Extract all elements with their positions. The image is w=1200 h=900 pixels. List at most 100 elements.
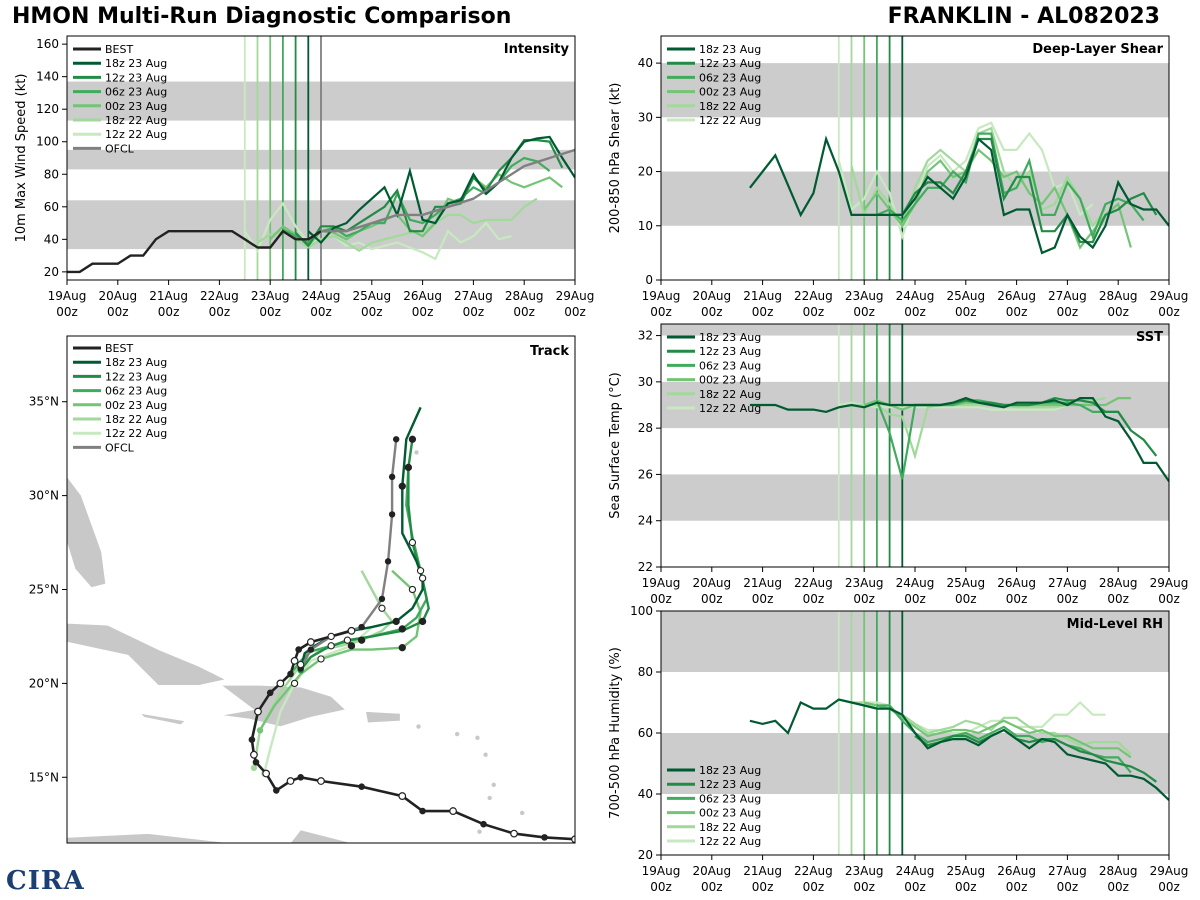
rh-xtick-label-1: 20Aug	[692, 864, 731, 878]
track-series-1-point-3	[343, 636, 352, 644]
rh-xtick-label-8: 27Aug	[1048, 864, 1087, 878]
track-best-point-15	[248, 736, 256, 744]
sst-series	[749, 396, 1169, 483]
shear-xtick-sub-9: 00z	[1107, 305, 1129, 319]
intensity-xtick-sub-9: 00z	[513, 305, 535, 319]
intensity-xtick-sub-3: 00z	[209, 305, 231, 319]
sst-ytick-label-3: 28	[638, 421, 653, 435]
track-best-point-3	[480, 820, 487, 828]
track-legend-label-2: 12z 23 Aug	[105, 370, 167, 383]
track-land-4	[365, 711, 401, 724]
shear-xtick-sub-7: 00z	[1006, 305, 1028, 319]
intensity-ytick-label-1: 40	[44, 232, 59, 246]
intensity-xtick-sub-0: 00z	[56, 305, 78, 319]
track-series-2-point-9	[416, 567, 425, 575]
track-land-2	[139, 712, 186, 726]
sst-xtick-label-7: 26Aug	[997, 576, 1036, 590]
track-ytick-label-4: 35°N	[29, 395, 59, 409]
track-series-2-point-12	[404, 463, 413, 472]
sst-series-0	[749, 396, 1169, 483]
sst-band-2	[661, 324, 1169, 336]
sst-legend-label-1: 12z 23 Aug	[699, 345, 761, 358]
rh-legend-label-0: 18z 23 Aug	[699, 764, 761, 777]
intensity-xtick-label-8: 27Aug	[454, 289, 493, 303]
rh-xtick-sub-0: 00z	[650, 880, 672, 894]
rh-ytick-label-0: 20	[638, 848, 653, 862]
sst-ytick-label-4: 30	[638, 375, 653, 389]
intensity-xtick-label-2: 21Aug	[149, 289, 188, 303]
shear-xtick-label-10: 29Aug	[1150, 289, 1189, 303]
sst-legend-label-3: 00z 23 Aug	[699, 374, 761, 387]
track-series-5-point-6	[347, 642, 356, 650]
shear-xtick-sub-6: 00z	[955, 305, 977, 319]
shear-ytick-label-2: 20	[638, 165, 653, 179]
track-series-4-point-9	[378, 604, 386, 612]
sst-ytick-label-0: 22	[638, 560, 653, 574]
rh-xtick-sub-9: 00z	[1107, 880, 1129, 894]
intensity-legend-label-2: 12z 23 Aug	[105, 71, 167, 84]
rh-xtick-sub-4: 00z	[853, 880, 875, 894]
track-best-point-10	[286, 777, 295, 785]
intensity-xtick-label-4: 23Aug	[251, 289, 290, 303]
shear-legend-label-1: 12z 23 Aug	[699, 57, 761, 70]
track-best-point-8	[317, 777, 325, 785]
sst-xtick-sub-8: 00z	[1057, 592, 1079, 606]
track-best-point-18	[276, 679, 285, 688]
rh-ylabel: 700-500 hPa Humidity (%)	[608, 647, 623, 819]
track-best-point-7	[358, 783, 365, 790]
sst-ylabel: Sea Surface Temp (°C)	[608, 372, 623, 519]
track-series-3-point-6	[398, 644, 406, 652]
rh-legend-label-3: 00z 23 Aug	[699, 807, 761, 820]
track-legend-label-7: OFCL	[105, 441, 135, 454]
intensity-ofcl-line	[321, 148, 575, 233]
track-series-1	[299, 439, 430, 671]
track-best-point-1	[541, 834, 548, 841]
shear-xtick-label-0: 19Aug	[642, 289, 681, 303]
track-legend-label-1: 18z 23 Aug	[105, 356, 167, 369]
track-best-point-6	[398, 792, 407, 800]
sst-xtick-label-3: 22Aug	[794, 576, 833, 590]
intensity-xtick-sub-4: 00z	[259, 305, 281, 319]
intensity-xtick-label-0: 19Aug	[48, 289, 87, 303]
rh-band-1	[661, 611, 1169, 672]
shear-ylabel: 200-850 hPa Shear (kt)	[608, 83, 623, 234]
track-best-point-0	[571, 835, 575, 843]
shear-ytick-label-3: 30	[638, 110, 653, 124]
track-ytick-label-0: 15°N	[29, 770, 59, 784]
sst-xtick-sub-9: 00z	[1107, 592, 1129, 606]
intensity-series-0	[307, 135, 575, 245]
rh-xtick-label-7: 26Aug	[997, 864, 1036, 878]
track-series-3-point-9	[408, 585, 417, 594]
track-land-0	[67, 476, 106, 588]
shear-xtick-label-9: 28Aug	[1099, 289, 1138, 303]
track-series-0-point-12	[398, 482, 406, 490]
intensity-best-line	[67, 229, 322, 274]
track-land-6	[475, 856, 495, 869]
sst-xtick-sub-2: 00z	[752, 592, 774, 606]
sst-band-0	[661, 474, 1169, 521]
sst-xtick-label-6: 25Aug	[946, 576, 985, 590]
track-best-point-12	[262, 769, 271, 778]
intensity-ytick-label-0: 20	[44, 265, 59, 279]
track-series-1-point-12	[408, 435, 417, 443]
track-best-point-24	[347, 626, 356, 635]
sst-legend-label-5: 12z 22 Aug	[699, 402, 761, 415]
intensity-xtick-label-3: 22Aug	[200, 289, 239, 303]
track-series-4	[252, 570, 394, 769]
shear-series	[749, 121, 1169, 255]
intensity-series	[67, 135, 575, 274]
sst-xtick-label-1: 20Aug	[692, 576, 731, 590]
sst-xtick-sub-1: 00z	[701, 592, 723, 606]
shear-xtick-sub-3: 00z	[803, 305, 825, 319]
rh-xtick-sub-6: 00z	[955, 880, 977, 894]
rh-ytick-label-3: 80	[638, 665, 653, 679]
sst-title: SST	[1136, 330, 1163, 345]
sst-legend-label-4: 18z 22 Aug	[699, 388, 761, 401]
shear-title: Deep-Layer Shear	[1032, 42, 1163, 57]
track-legend-label-5: 18z 22 Aug	[105, 413, 167, 426]
shear-xtick-label-8: 27Aug	[1048, 289, 1087, 303]
intensity-xtick-label-6: 25Aug	[352, 289, 391, 303]
rh-series-5	[838, 698, 1106, 735]
sst-xtick-label-2: 21Aug	[743, 576, 782, 590]
